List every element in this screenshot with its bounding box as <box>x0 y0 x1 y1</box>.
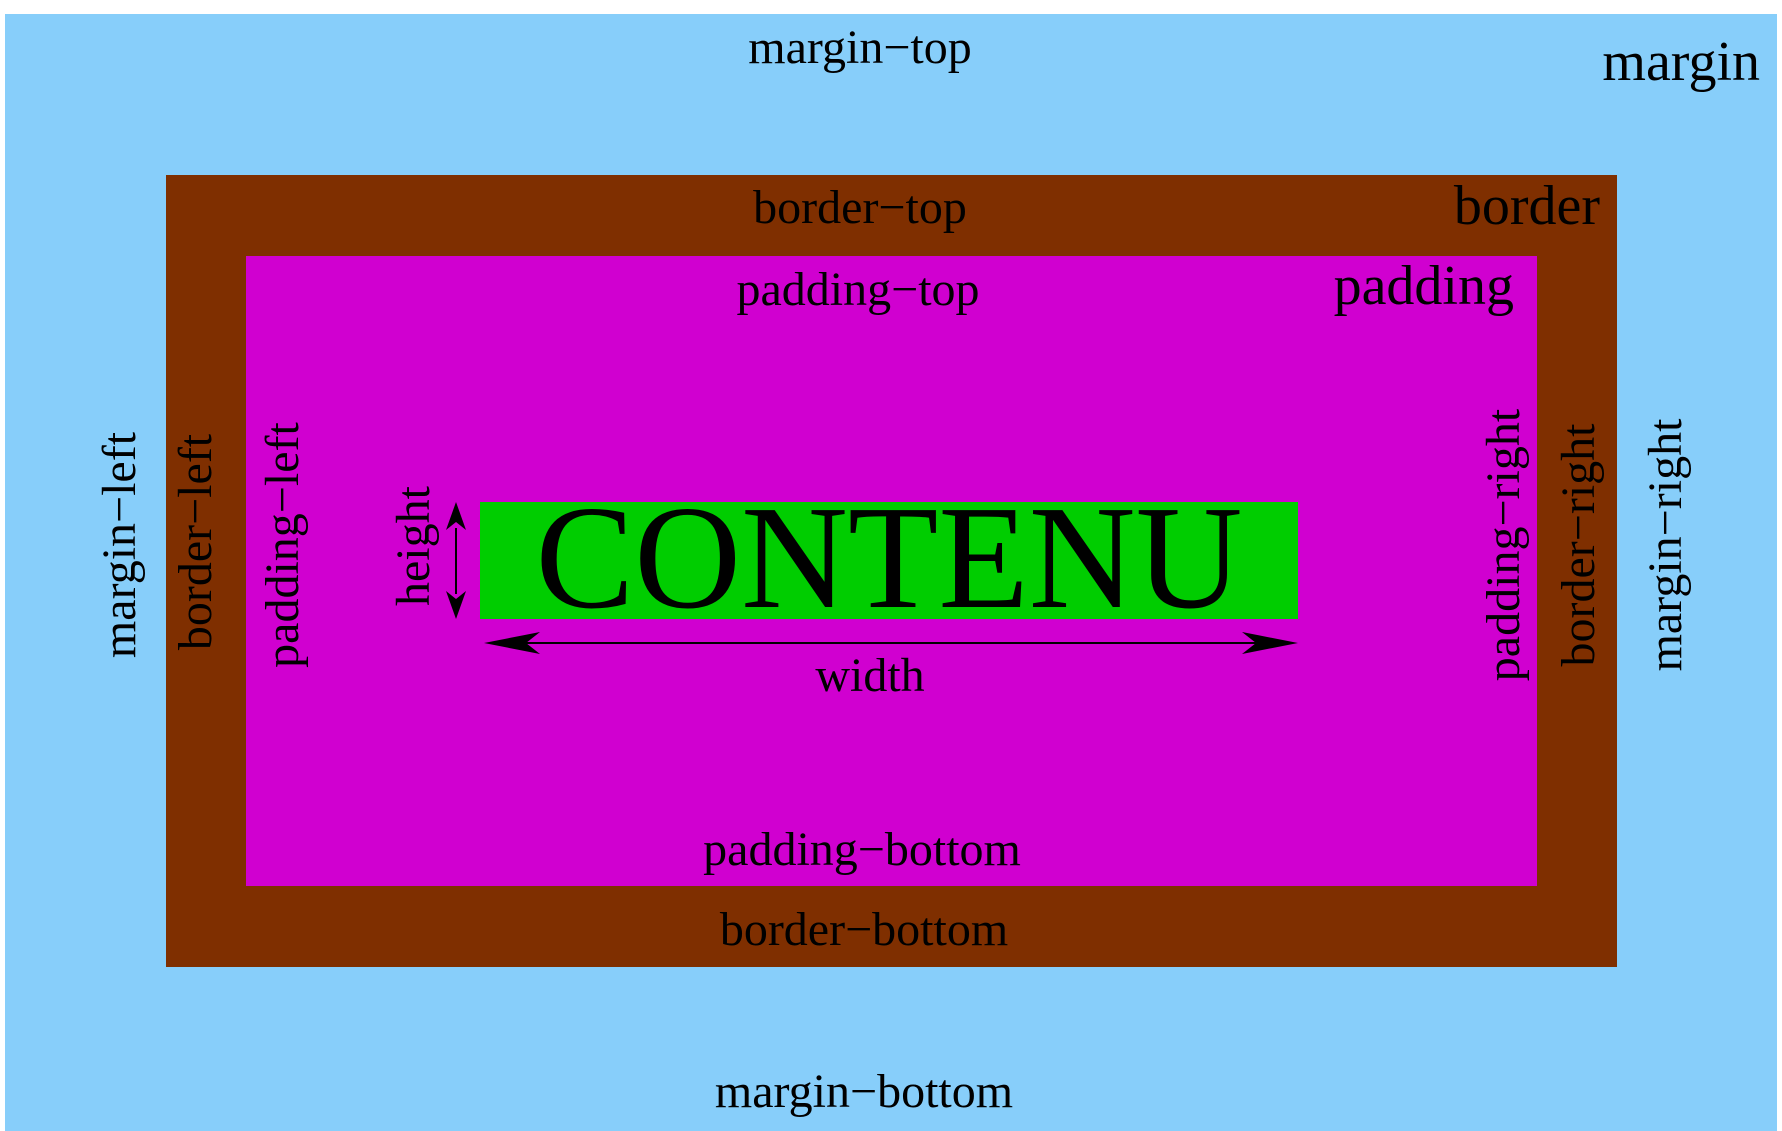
margin-title: margin <box>1602 31 1760 93</box>
margin-bottom-label: margin−bottom <box>714 1065 1014 1118</box>
width-label: width <box>815 649 925 702</box>
margin-top-label: margin−top <box>748 21 972 74</box>
padding-top-label: padding−top <box>736 263 980 316</box>
content-box: CONTENU <box>480 484 1298 632</box>
border-top-label: border−top <box>753 181 967 234</box>
padding-title: padding <box>1333 255 1514 317</box>
padding-bottom-label: padding−bottom <box>703 823 1021 876</box>
content-label: CONTENU <box>535 475 1243 640</box>
border-title: border <box>1453 175 1600 237</box>
border-bottom-label: border−bottom <box>719 903 1009 956</box>
width-arrow <box>484 632 1298 654</box>
height-arrow <box>446 502 466 619</box>
